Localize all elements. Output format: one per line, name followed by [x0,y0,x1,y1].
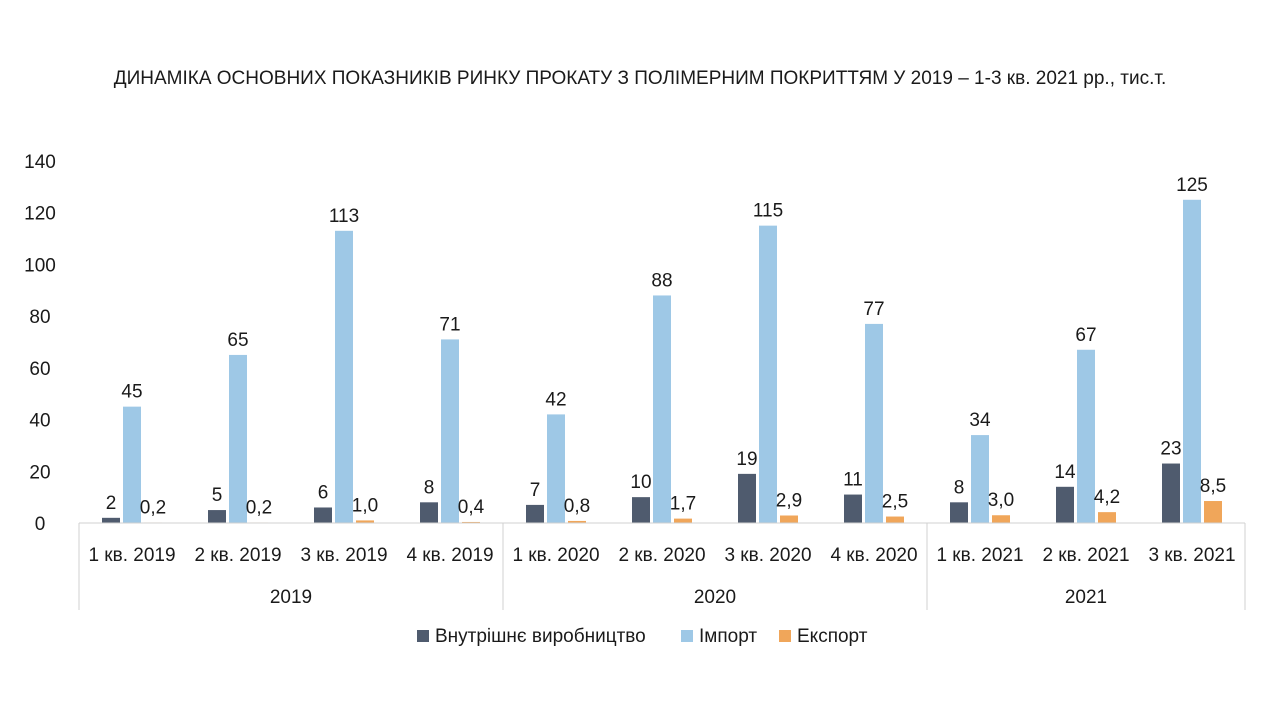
y-tick-label: 140 [24,152,56,173]
bar [208,510,226,523]
data-label: 3,0 [988,490,1014,511]
bar [780,515,798,523]
x-group-label: 2019 [270,587,312,608]
x-tick-label: 2 кв. 2021 [1042,545,1129,566]
x-group-label: 2020 [694,587,736,608]
bar [971,435,989,523]
x-tick-label: 4 кв. 2019 [406,545,493,566]
legend-swatch [779,630,791,642]
bar [738,473,756,523]
data-label: 5 [212,485,223,506]
x-tick-label: 3 кв. 2021 [1148,545,1235,566]
data-labels-layer: 2 45 0,2 5 65 0,2 6 113 1,0 8 71 0,4 7 42 0,8 10 88 1,7 19… [106,175,1227,519]
bar [526,504,544,523]
data-label: 0,4 [458,497,485,518]
bar [1056,486,1074,523]
bar [653,295,671,523]
x-tick-label: 3 кв. 2019 [300,545,387,566]
data-label: 19 [736,449,757,470]
data-label: 65 [227,330,248,351]
data-label: 0,8 [564,496,590,517]
legend-label: Експорт [797,626,868,647]
y-tick-label: 40 [29,411,50,432]
data-label: 113 [329,206,359,227]
data-label: 1,7 [670,494,696,515]
y-tick-label: 0 [35,514,46,535]
bar [1183,199,1201,524]
bar [632,497,650,523]
bar [420,502,438,523]
data-label: 2,5 [882,492,908,513]
legend-swatch [417,630,429,642]
y-tick-label: 60 [29,359,50,380]
bar [335,230,353,524]
legend: Внутрішнє виробництво Імпорт Експорт [417,626,868,647]
legend-label: Внутрішнє виробництво [435,626,646,647]
bar [229,354,247,523]
data-label: 0,2 [246,497,272,518]
data-label: 23 [1160,439,1181,460]
data-label: 42 [545,389,566,410]
data-label: 2,9 [776,491,802,512]
x-tick-label: 2 кв. 2020 [618,545,705,566]
x-tick-label: 1 кв. 2020 [512,545,599,566]
data-label: 8,5 [1200,476,1226,497]
data-label: 10 [630,472,651,493]
bar [1098,512,1116,523]
bar [844,494,862,523]
data-label: 4,2 [1094,487,1120,508]
data-label: 45 [121,382,142,403]
bar [950,502,968,523]
x-tick-label: 4 кв. 2020 [830,545,917,566]
legend-label: Імпорт [699,626,757,647]
data-label: 2 [106,493,117,514]
data-label: 115 [753,201,783,222]
x-tick-label: 2 кв. 2019 [194,545,281,566]
data-label: 125 [1176,175,1208,196]
bar [1077,349,1095,523]
y-axis-ticks: 0 20 40 60 80 100 120 140 [24,152,56,535]
chart-title: ДИНАМІКА ОСНОВНИХ ПОКАЗНИКІВ РИНКУ ПРОКА… [114,68,1167,89]
bar [462,521,480,523]
bar [992,515,1010,523]
data-label: 8 [954,477,965,498]
bar [547,414,565,523]
bar [356,520,374,523]
data-label: 8 [424,477,435,498]
data-label: 34 [969,410,991,431]
data-label: 88 [651,270,672,291]
legend-swatch [681,630,693,642]
data-label: 0,2 [140,497,166,518]
bar [865,323,883,523]
bars-layer [102,199,1222,524]
x-group-label: 2021 [1065,587,1107,608]
bar [123,406,141,523]
data-label: 67 [1075,325,1096,346]
bar [1162,463,1180,523]
x-tick-label: 3 кв. 2020 [724,545,811,566]
data-label: 1,0 [352,495,378,516]
bar [1204,501,1222,523]
bar [674,518,692,523]
bar [102,517,120,523]
bar [441,339,459,523]
y-tick-label: 120 [24,204,56,225]
bar [886,516,904,523]
data-label: 11 [843,470,863,491]
bar [568,520,586,523]
data-label: 14 [1054,462,1076,483]
data-label: 77 [863,299,884,320]
bar [759,225,777,523]
data-label: 7 [530,480,541,501]
x-axis: 1 кв. 2019 2 кв. 2019 3 кв. 2019 4 кв. 2019… [78,522,1246,610]
x-tick-label: 1 кв. 2021 [936,545,1023,566]
data-label: 71 [439,314,460,335]
y-tick-label: 100 [24,255,56,276]
x-tick-label: 1 кв. 2019 [88,545,175,566]
y-tick-label: 80 [29,307,50,328]
y-tick-label: 20 [29,462,50,483]
bar [314,507,332,523]
data-label: 6 [318,482,329,503]
